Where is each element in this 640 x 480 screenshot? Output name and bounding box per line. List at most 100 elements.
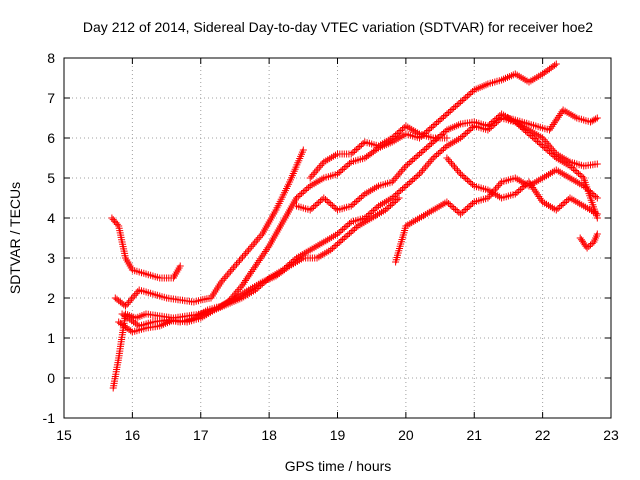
data-point-marker (495, 182, 503, 190)
data-point-marker (454, 166, 461, 174)
x-tick-label: 23 (603, 427, 619, 443)
data-point-marker (388, 194, 396, 202)
data-point-marker (328, 202, 336, 209)
data-point-marker (458, 172, 466, 179)
data-point-marker (467, 201, 475, 209)
data-point-marker (245, 246, 253, 254)
data-point-marker (592, 193, 600, 200)
data-point-marker (484, 122, 492, 130)
data-point-marker (395, 194, 403, 202)
data-point-marker (394, 171, 402, 179)
x-tick-label: 16 (125, 427, 141, 443)
data-point-marker (417, 149, 425, 156)
data-point-marker (426, 141, 434, 149)
data-point-marker (306, 174, 314, 182)
y-tick-label: 3 (47, 250, 55, 266)
data-point-marker (351, 147, 359, 155)
data-point-marker (293, 194, 300, 202)
data-point-marker (440, 113, 447, 121)
data-point-marker (465, 127, 473, 134)
data-point-marker (388, 200, 396, 208)
data-point-marker (357, 193, 365, 201)
data-point-marker (255, 234, 263, 242)
data-point-marker (457, 98, 465, 106)
data-point-marker (548, 145, 556, 153)
data-point-marker (342, 163, 350, 170)
data-point-marker (249, 241, 257, 249)
data-point-marker (433, 151, 441, 159)
data-point-marker (556, 203, 564, 211)
data-point-marker (334, 230, 341, 238)
data-point-marker (417, 168, 425, 176)
data-point-marker (409, 156, 417, 164)
data-point-marker (587, 241, 594, 249)
data-point-marker (441, 144, 449, 151)
data-point-marker (438, 147, 446, 154)
data-point-marker (420, 165, 428, 173)
data-point-marker (414, 152, 422, 159)
data-point-marker (258, 253, 266, 261)
data-point-marker (532, 189, 540, 197)
data-point-marker (467, 125, 475, 133)
data-point-marker (463, 92, 471, 100)
data-point-marker (491, 116, 499, 124)
data-point-marker (421, 146, 429, 153)
data-point-marker (122, 302, 129, 310)
data-point-marker (238, 282, 246, 290)
data-point-marker (371, 205, 379, 213)
data-point-marker (233, 260, 240, 268)
data-point-marker (593, 194, 601, 202)
y-tick-label: 7 (47, 90, 55, 106)
data-point-marker (257, 232, 265, 240)
data-point-marker (332, 205, 340, 212)
data-point-marker (322, 196, 329, 203)
data-point-marker (557, 110, 565, 118)
data-point-marker (252, 262, 259, 270)
data-point-marker (532, 136, 540, 144)
data-point-marker (396, 169, 404, 177)
data-point-marker (328, 245, 336, 252)
data-point-marker (592, 115, 600, 123)
data-point-marker (443, 134, 451, 142)
data-point-marker (465, 91, 473, 98)
data-point-marker (535, 139, 543, 147)
data-point-marker (304, 184, 312, 191)
data-point-marker (534, 138, 541, 145)
series-track-2 (111, 146, 307, 310)
data-point-marker (552, 206, 560, 214)
data-point-marker (381, 206, 389, 214)
data-point-marker (228, 266, 236, 274)
data-point-marker (520, 183, 528, 190)
data-point-marker (399, 185, 406, 193)
data-point-marker (317, 162, 325, 170)
data-point-marker (255, 257, 263, 264)
data-point-marker (422, 163, 430, 171)
series-track-6 (392, 166, 601, 266)
data-point-marker (460, 95, 468, 103)
series-track-10 (504, 106, 601, 134)
data-point-marker (373, 204, 381, 211)
data-point-marker (250, 264, 258, 272)
data-point-marker (551, 61, 559, 69)
data-point-marker (260, 249, 268, 257)
data-point-marker (334, 170, 341, 178)
data-point-marker (390, 199, 398, 206)
data-point-marker (393, 196, 401, 203)
data-point-marker (330, 243, 338, 251)
data-point-marker (428, 156, 436, 164)
data-point-marker (546, 126, 553, 134)
data-point-marker (593, 114, 601, 122)
data-point-marker (493, 115, 500, 122)
data-point-marker (457, 134, 465, 142)
data-point-marker (402, 182, 410, 190)
data-point-marker (448, 159, 455, 167)
data-point-marker (125, 298, 133, 306)
data-point-marker (236, 257, 243, 265)
data-point-marker (568, 164, 576, 171)
data-point-marker (451, 103, 459, 110)
data-point-marker (248, 242, 256, 250)
data-point-marker (414, 172, 422, 179)
series-track-9 (443, 154, 601, 218)
data-point-marker (126, 297, 134, 305)
